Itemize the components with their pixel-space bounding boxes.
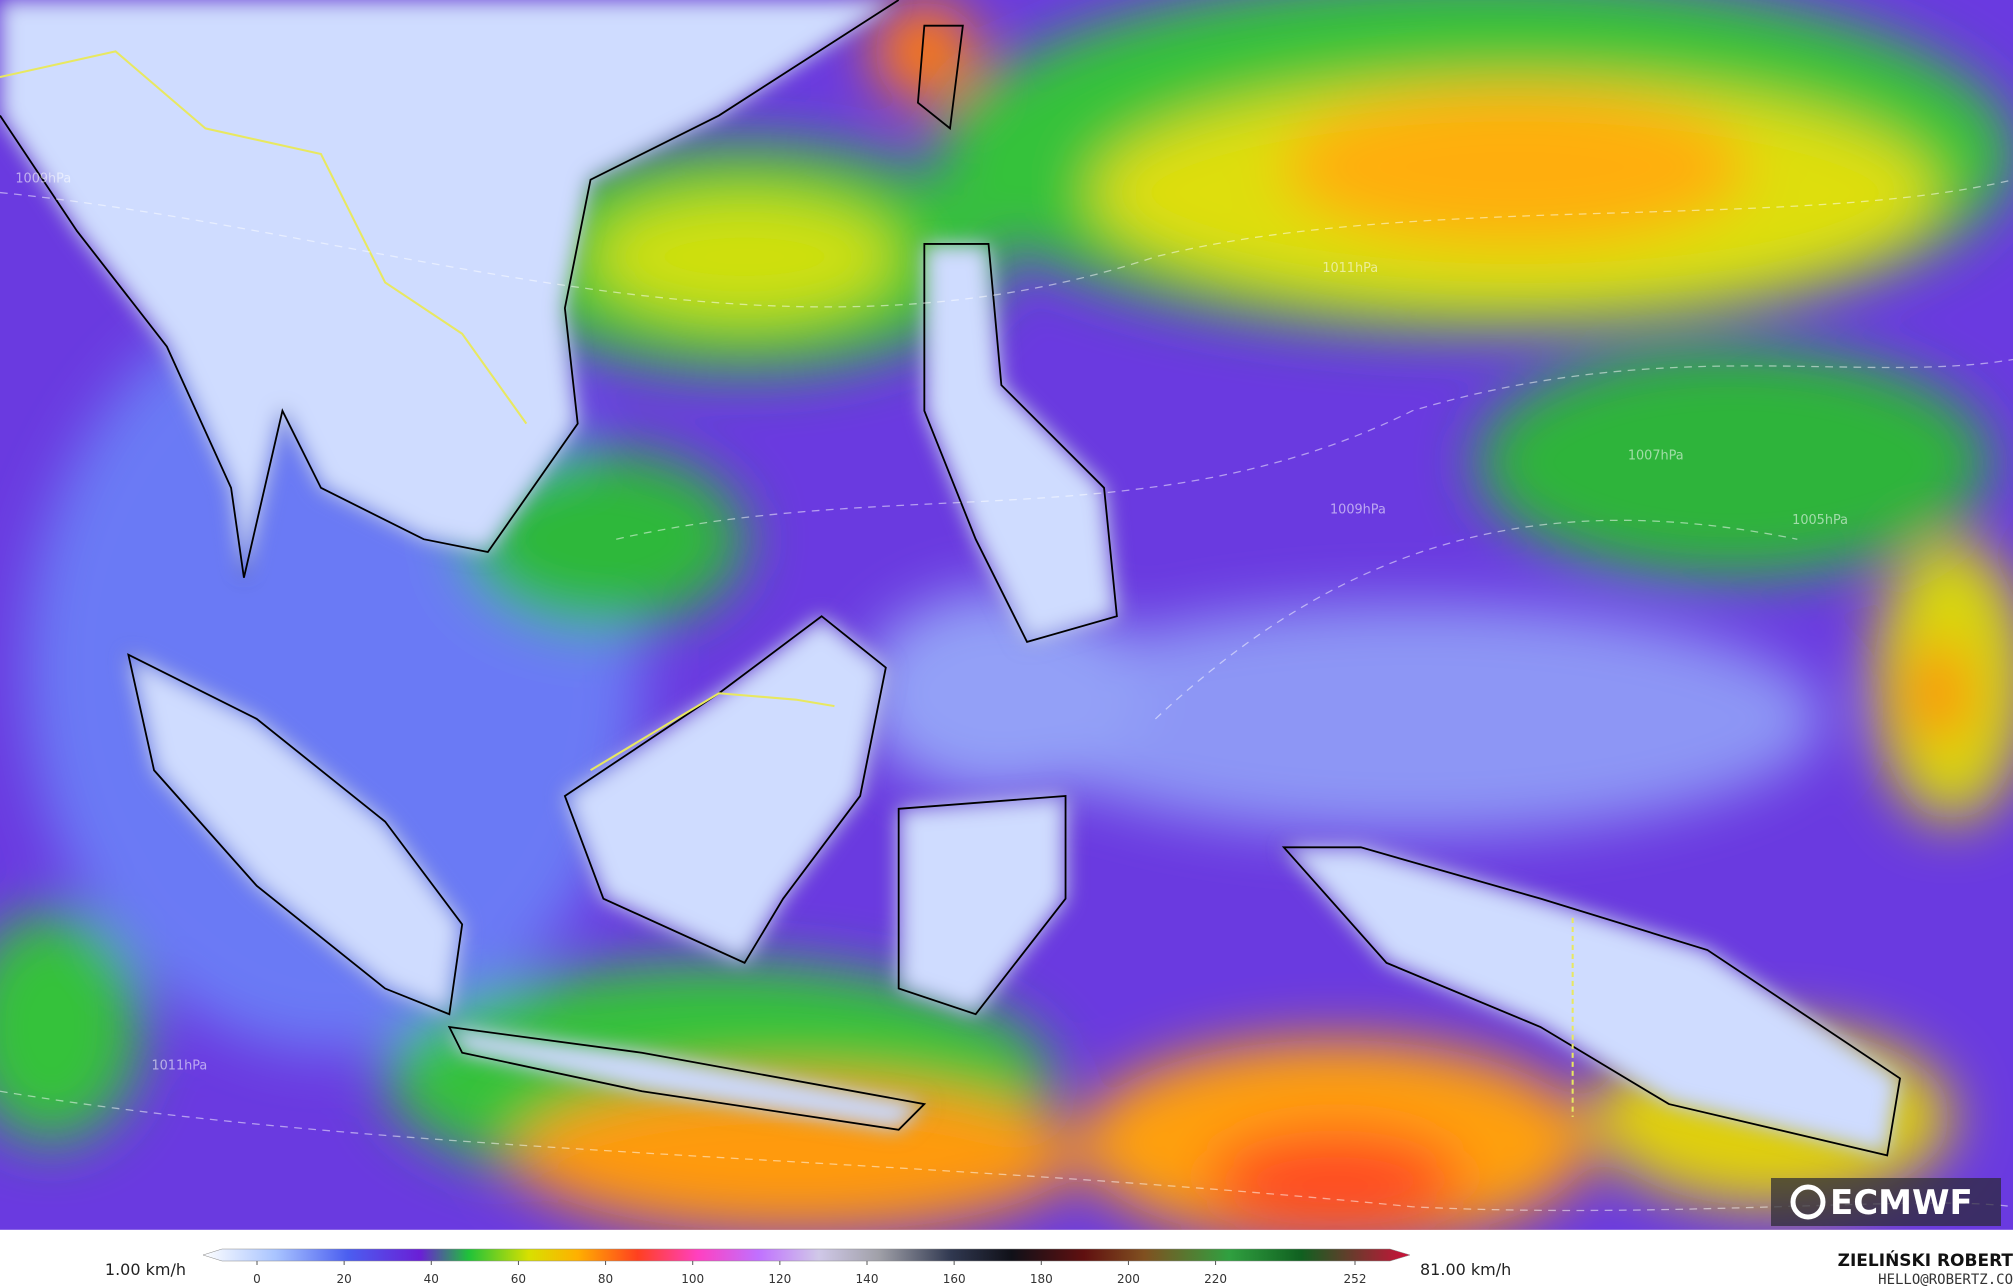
isobar-label: 1011hPa bbox=[151, 1058, 207, 1073]
land-fill bbox=[0, 0, 1902, 1157]
borders bbox=[0, 50, 1574, 1117]
isobar-label: 1007hPa bbox=[1628, 449, 1684, 464]
colorbar-tick-label: 40 bbox=[424, 1272, 439, 1286]
colorbar-tick-label: 60 bbox=[511, 1272, 526, 1286]
legend-max: 81.00 km/h bbox=[1420, 1260, 1511, 1279]
colorbar-tick-label: 140 bbox=[856, 1272, 879, 1286]
isobar-label: 1009hPa bbox=[1330, 503, 1386, 518]
colorbar-tick-label: 20 bbox=[337, 1272, 352, 1286]
logo-box: ECMWF bbox=[1771, 1178, 2001, 1226]
coastlines bbox=[0, 0, 1902, 1157]
colorbar-tick-label: 160 bbox=[943, 1272, 966, 1286]
isobar-label: 1005hPa bbox=[1792, 513, 1848, 528]
isobar-label: 1009hPa bbox=[15, 171, 71, 186]
isobar-label: 1011hPa bbox=[1322, 261, 1378, 276]
colorbar-tick-label: 200 bbox=[1117, 1272, 1140, 1286]
isobar-labels: 1009hPa 1011hPa 1007hPa 1005hPa 1009hPa 1011h… bbox=[15, 171, 1848, 1073]
colorbar-tick-label: 100 bbox=[681, 1272, 704, 1286]
colorbar-tick-label: 220 bbox=[1204, 1272, 1227, 1286]
logo-text: ECMWF bbox=[1830, 1183, 1973, 1223]
colorbar-tick-label: 252 bbox=[1344, 1272, 1367, 1286]
credit-name: ZIELIŃSKI ROBERT bbox=[1838, 1249, 2013, 1271]
credit-email: HELLO@ROBERTZ.CO bbox=[1878, 1272, 2013, 1287]
colorbar bbox=[202, 1248, 1411, 1262]
colorbar-tick-label: 180 bbox=[1030, 1272, 1053, 1286]
legend-min: 1.00 km/h bbox=[105, 1260, 186, 1279]
colorbar-tick-label: 120 bbox=[768, 1272, 791, 1286]
wind-field bbox=[0, 0, 2013, 1230]
colorbar-tick-label: 0 bbox=[253, 1272, 261, 1286]
map: 1009hPa 1011hPa 1007hPa 1005hPa 1009hPa 1011h… bbox=[0, 0, 2013, 1230]
colorbar-tick-label: 80 bbox=[598, 1272, 613, 1286]
